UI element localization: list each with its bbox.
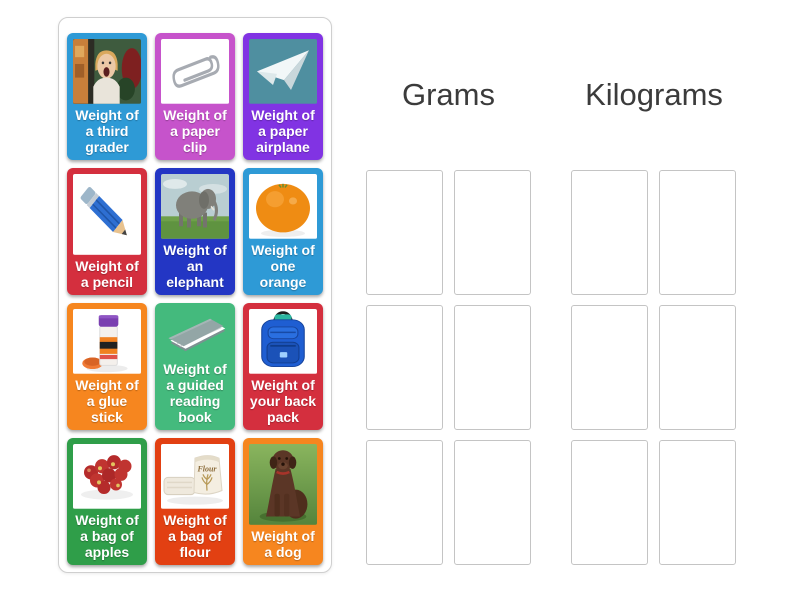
grams-slot-grid bbox=[366, 170, 531, 565]
card-label: Weight of a pencil bbox=[75, 257, 139, 290]
grams-drop-slot[interactable] bbox=[454, 440, 531, 565]
sort-card-paper-clip[interactable]: Weight of a paper clip bbox=[155, 33, 235, 160]
kilograms-drop-slot[interactable] bbox=[659, 170, 736, 295]
sort-card-flour[interactable]: Flour Weight of a bag of flour bbox=[155, 438, 235, 565]
flour-image: Flour bbox=[161, 444, 229, 509]
backpack-image bbox=[249, 309, 317, 374]
sort-card-book[interactable]: Weight of a guided reading book bbox=[155, 303, 235, 430]
kilograms-drop-slot[interactable] bbox=[571, 170, 648, 295]
glue-stick-image bbox=[73, 309, 141, 374]
card-label: Weight of a bag of apples bbox=[75, 511, 139, 560]
card-label: Weight of an elephant bbox=[163, 241, 227, 290]
dog-image bbox=[249, 444, 317, 525]
orange-image bbox=[249, 174, 317, 239]
card-label: Weight of one orange bbox=[251, 241, 315, 290]
card-label: Weight of a third grader bbox=[75, 106, 139, 155]
sort-card-third-grader[interactable]: Weight of a third grader bbox=[67, 33, 147, 160]
paper-clip-image bbox=[161, 39, 229, 104]
grams-drop-slot[interactable] bbox=[366, 305, 443, 430]
sort-card-paper-airplane[interactable]: Weight of a paper airplane bbox=[243, 33, 323, 160]
kilograms-drop-slot[interactable] bbox=[571, 440, 648, 565]
sort-card-orange[interactable]: Weight of one orange bbox=[243, 168, 323, 295]
card-label: Weight of a paper clip bbox=[163, 106, 227, 155]
sort-card-dog[interactable]: Weight of a dog bbox=[243, 438, 323, 565]
kilograms-slot-grid bbox=[571, 170, 736, 565]
cards-tray: Weight of a third grader Weight of a pap… bbox=[58, 17, 332, 573]
grams-drop-slot[interactable] bbox=[454, 170, 531, 295]
sort-card-pencil[interactable]: Weight of a pencil bbox=[67, 168, 147, 295]
card-label: Weight of a guided reading book bbox=[163, 360, 227, 425]
kilograms-drop-slot[interactable] bbox=[659, 305, 736, 430]
apples-image bbox=[73, 444, 141, 509]
card-label: Weight of a dog bbox=[251, 527, 315, 560]
elephant-image bbox=[161, 174, 229, 239]
sort-card-elephant[interactable]: Weight of an elephant bbox=[155, 168, 235, 295]
sort-card-glue-stick[interactable]: Weight of a glue stick bbox=[67, 303, 147, 430]
grams-drop-slot[interactable] bbox=[366, 170, 443, 295]
card-label: Weight of a bag of flour bbox=[163, 511, 227, 560]
kilograms-drop-slot[interactable] bbox=[659, 440, 736, 565]
book-image bbox=[161, 309, 229, 358]
sort-card-apples[interactable]: Weight of a bag of apples bbox=[67, 438, 147, 565]
grams-drop-slot[interactable] bbox=[454, 305, 531, 430]
card-label: Weight of your back pack bbox=[249, 376, 317, 425]
group-title-grams: Grams bbox=[402, 77, 495, 112]
kilograms-drop-slot[interactable] bbox=[571, 305, 648, 430]
sort-card-backpack[interactable]: Weight of your back pack bbox=[243, 303, 323, 430]
card-label: Weight of a paper airplane bbox=[251, 106, 315, 155]
paper-airplane-image bbox=[249, 39, 317, 104]
pencil-image bbox=[73, 174, 141, 255]
third-grader-image bbox=[73, 39, 141, 104]
grams-drop-slot[interactable] bbox=[366, 440, 443, 565]
group-title-kilograms: Kilograms bbox=[585, 77, 723, 112]
svg-text:Flour: Flour bbox=[196, 464, 217, 473]
cards-grid: Weight of a third grader Weight of a pap… bbox=[64, 33, 326, 565]
card-label: Weight of a glue stick bbox=[75, 376, 139, 425]
